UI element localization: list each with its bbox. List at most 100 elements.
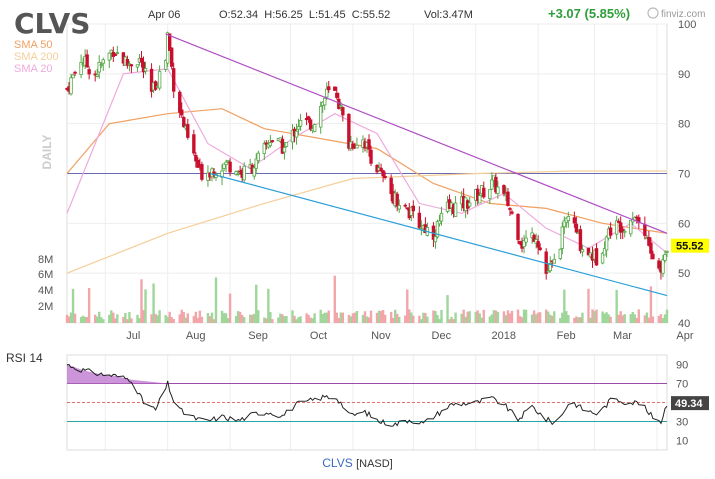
candle-body (85, 54, 89, 68)
candle-body (516, 213, 520, 240)
volume-bar (186, 313, 190, 323)
volume-bar (651, 316, 655, 323)
volume-bar (138, 318, 141, 323)
volume-bar (67, 316, 71, 323)
volume-bar (180, 309, 183, 323)
volume-bar (102, 319, 105, 323)
volume-bar (615, 289, 618, 323)
volume-bar (377, 310, 381, 323)
volume-bar (144, 289, 147, 323)
volume-bar (538, 312, 542, 323)
candle-body (335, 92, 339, 98)
volume-bar (581, 312, 584, 323)
candle-body (143, 68, 148, 72)
volume-bar (393, 309, 397, 323)
finviz-logo[interactable]: finviz.com (647, 7, 705, 20)
volume-bar (547, 311, 550, 323)
volume-bar (98, 311, 101, 323)
footer-ticker-link[interactable]: CLVS (322, 456, 353, 470)
candle-body (157, 70, 162, 89)
volume-bar (494, 310, 498, 323)
volume-bar (224, 313, 228, 323)
candle-body (546, 270, 550, 273)
volume-bar (108, 314, 111, 323)
volume-bar (325, 312, 328, 323)
volume-bar (291, 310, 294, 323)
volume-bar (122, 316, 125, 323)
last-price-label: 55.52 (676, 241, 704, 253)
volume-bar (464, 316, 467, 323)
volume-bar (659, 314, 663, 323)
volume-value: Vol:3.47M (424, 9, 473, 21)
volume-bar (222, 313, 226, 323)
month-tick-label: Apr (676, 330, 693, 342)
volume-bar (410, 312, 413, 323)
candle-body (178, 91, 182, 113)
volume-bar (112, 312, 115, 323)
candle-body (262, 143, 267, 155)
candle-body (135, 64, 140, 68)
volume-bar (577, 317, 580, 323)
volume-bar (321, 313, 324, 323)
volume-bar (381, 310, 385, 323)
candle-body (149, 68, 154, 92)
candle-body (186, 124, 190, 138)
volume-bar (281, 314, 284, 323)
volume-bar (567, 315, 570, 323)
volume-bar (285, 315, 288, 323)
volume-bar (520, 317, 524, 323)
candlesticks (65, 31, 669, 280)
volume-bar (450, 316, 453, 323)
volume-bar (452, 319, 455, 323)
volume-bar (142, 310, 145, 323)
candle-body (614, 220, 619, 235)
volume-bar (164, 315, 167, 323)
footer-exchange: [NASD] (356, 458, 393, 470)
volume-bar (263, 317, 266, 323)
volume-bar (182, 312, 185, 323)
rsi-tick-label: 90 (676, 360, 688, 372)
volume-bar (265, 318, 268, 323)
price-tick-label: 80 (678, 119, 690, 131)
volume-bar (140, 279, 143, 323)
volume-bar (488, 316, 492, 323)
candle-body (453, 202, 458, 217)
volume-bar (110, 310, 113, 323)
trendline-upper (165, 33, 668, 234)
candle-body (163, 60, 168, 70)
volume-bar (607, 314, 610, 323)
volume-bar (375, 312, 379, 323)
candle-body (383, 176, 387, 178)
candle-body (347, 113, 351, 149)
volume-bar (196, 317, 200, 323)
volume-bar (65, 314, 69, 323)
volume-bar (553, 311, 556, 323)
candle-body (224, 161, 228, 166)
candle-body (306, 116, 311, 120)
rsi-panel: 103050709049.34 (66, 354, 709, 451)
volume-bar (152, 283, 155, 323)
volume-bar (593, 311, 596, 323)
candle-body (651, 253, 655, 260)
trendline-lower (209, 172, 668, 297)
volume-bar (154, 313, 157, 323)
volume-bar (587, 288, 590, 323)
rsi-last-badge (671, 396, 709, 411)
rsi-last-value: 49.34 (675, 398, 703, 410)
volume-bar (591, 309, 594, 323)
candle-body (478, 195, 482, 204)
volume-bar (422, 312, 425, 323)
price-tick-label: 60 (678, 218, 690, 230)
rsi-title: RSI 14 (6, 351, 43, 365)
volume-bar (319, 309, 322, 323)
candle-body (298, 120, 303, 127)
volume-bar (665, 309, 669, 323)
candle-body (552, 258, 556, 264)
candle-body (488, 189, 492, 200)
volume-bar (617, 314, 620, 323)
sma-lines (66, 68, 668, 274)
candle-body (282, 147, 287, 153)
candle-body (661, 259, 665, 274)
price-tick-label: 40 (678, 318, 690, 330)
candle-body (524, 237, 528, 243)
